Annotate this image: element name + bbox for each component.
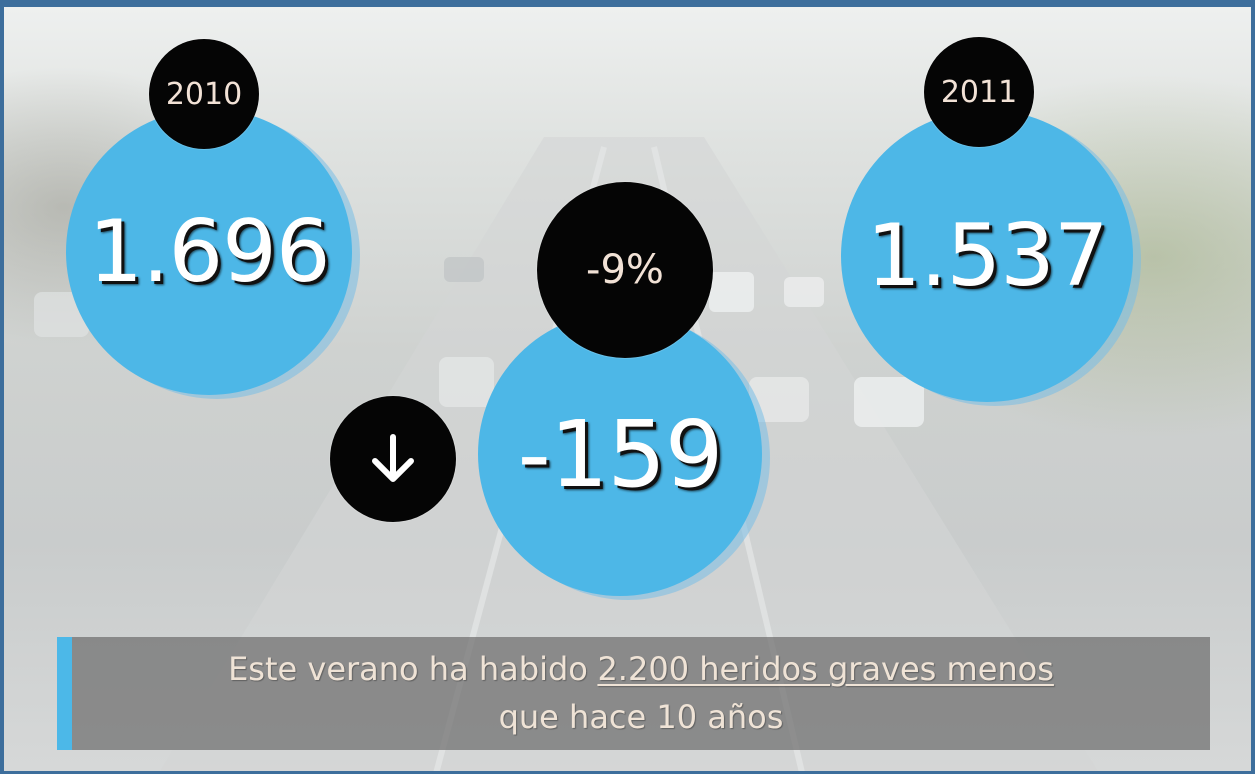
change-value: -159 — [518, 401, 723, 508]
percent-circle: -9% — [537, 182, 713, 358]
footer-text: Este verano ha habido — [228, 650, 588, 688]
value-circle: 1.696 — [66, 109, 352, 395]
value-2010: 1.696 — [88, 202, 329, 302]
year-label: 2011 — [941, 75, 1017, 110]
percent-label: -9% — [586, 247, 664, 293]
infographic: 1.696 2010 1.537 2011 -159 -9% Este vera… — [0, 0, 1255, 774]
arrow-circle — [330, 396, 456, 522]
year-circle: 2010 — [149, 39, 259, 149]
footer-line-2: que hace 10 años — [72, 693, 1210, 741]
value-2011: 1.537 — [866, 206, 1107, 306]
year-circle: 2011 — [924, 37, 1034, 147]
year-label: 2010 — [166, 77, 242, 112]
down-arrow-icon — [363, 429, 423, 489]
value-circle: 1.537 — [841, 110, 1133, 402]
footer-highlight: 2.200 heridos graves menos — [597, 650, 1053, 688]
